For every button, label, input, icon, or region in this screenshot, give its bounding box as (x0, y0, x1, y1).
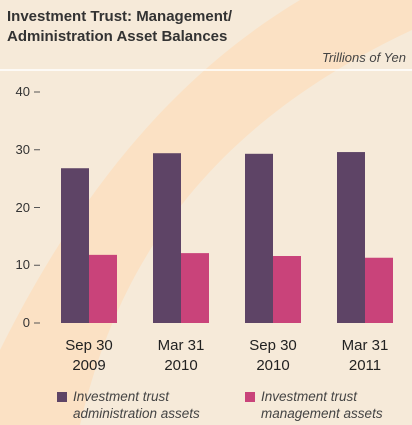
y-tick-label: 10 (15, 257, 30, 273)
legend-swatch (245, 392, 255, 402)
y-tick-label: 0 (22, 315, 30, 330)
chart-title: Investment Trust: Management/ Administra… (7, 8, 233, 45)
legend-label: Investment trust management assets (261, 389, 383, 421)
legend-label: Investment trust administration assets (73, 389, 200, 421)
x-tick-label: Sep 30 2009 (65, 337, 113, 374)
bar (365, 257, 393, 323)
bar (89, 254, 117, 323)
bar (337, 152, 365, 323)
unit-label: Trillions of Yen (321, 50, 406, 65)
y-tick-label: 20 (15, 199, 30, 215)
bar (181, 253, 209, 323)
x-tick-label: Sep 30 2010 (249, 337, 297, 374)
bar (61, 168, 89, 323)
y-tick-label: 40 (15, 84, 30, 99)
bar (245, 153, 273, 323)
legend-swatch (57, 392, 67, 402)
x-tick-label: Mar 31 2010 (157, 337, 205, 374)
y-tick-label: 30 (15, 141, 30, 157)
x-tick-label: Mar 31 2011 (341, 337, 389, 374)
bar (153, 153, 181, 323)
bar (273, 256, 301, 323)
